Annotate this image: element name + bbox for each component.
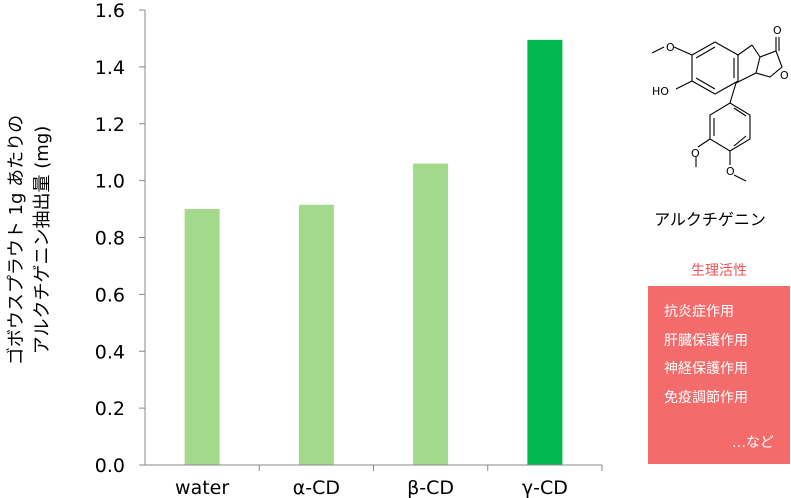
methoxy-o-label-2: O — [691, 147, 700, 160]
y-tick-label: 0.4 — [95, 341, 125, 363]
activity-item: 抗炎症作用 — [664, 304, 734, 320]
y-tick-label: 0.0 — [95, 455, 125, 477]
activity-title: 生理活性 — [691, 263, 747, 279]
activity-box: 抗炎症作用 肝臓保護作用 神経保護作用 免疫調節作用 …など — [648, 286, 790, 464]
x-axis-ticks — [258, 465, 603, 471]
bar-1 — [298, 204, 334, 465]
y-axis-label-line-2: アルクチゲニン抽出量 (mg) — [32, 126, 53, 355]
x-category-label: β-CD — [407, 477, 454, 498]
arctigenin-structure-image: O HO O O O O — [651, 24, 789, 182]
compound-name: アルクチゲニン — [654, 210, 766, 229]
y-tick-label: 0.2 — [95, 398, 125, 420]
x-category-label: α-CD — [293, 477, 340, 498]
methoxy-o-label: O — [666, 41, 675, 54]
bar-2 — [413, 163, 449, 465]
y-tick-label: 0.6 — [95, 284, 125, 306]
bars — [184, 39, 563, 465]
methoxy-o-label-3: O — [726, 165, 735, 178]
hydroxy-label: HO — [652, 85, 669, 98]
bar-3 — [527, 39, 563, 465]
y-tick-label: 1.0 — [95, 171, 125, 193]
activity-item: 肝臓保護作用 — [664, 332, 748, 349]
y-tick-label: 0.8 — [95, 228, 125, 250]
y-axis-ticks: 0.0 0.2 0.4 0.6 0.8 1.0 1.2 1.4 1.6 — [95, 0, 145, 477]
ring-o-label: O — [780, 69, 789, 82]
y-tick-label: 1.6 — [95, 0, 125, 22]
x-axis-labels: water α-CD β-CD γ-CD — [175, 477, 568, 498]
x-category-label: water — [175, 477, 229, 498]
y-tick-label: 1.4 — [95, 57, 125, 79]
x-category-label: γ-CD — [522, 477, 568, 498]
bar-chart: 0.0 0.2 0.4 0.6 0.8 1.0 1.2 1.4 1.6 water α-CD β-C… — [6, 0, 603, 498]
y-tick-label: 1.2 — [95, 114, 125, 136]
activity-more: …など — [732, 435, 774, 451]
bar-0 — [184, 209, 220, 465]
y-axis-label-line-1: ゴボウスプラウト 1g あたりの — [6, 115, 27, 365]
activity-item: 免疫調節作用 — [664, 389, 748, 406]
carbonyl-o-label: O — [773, 24, 782, 37]
activity-item: 神経保護作用 — [664, 361, 748, 377]
